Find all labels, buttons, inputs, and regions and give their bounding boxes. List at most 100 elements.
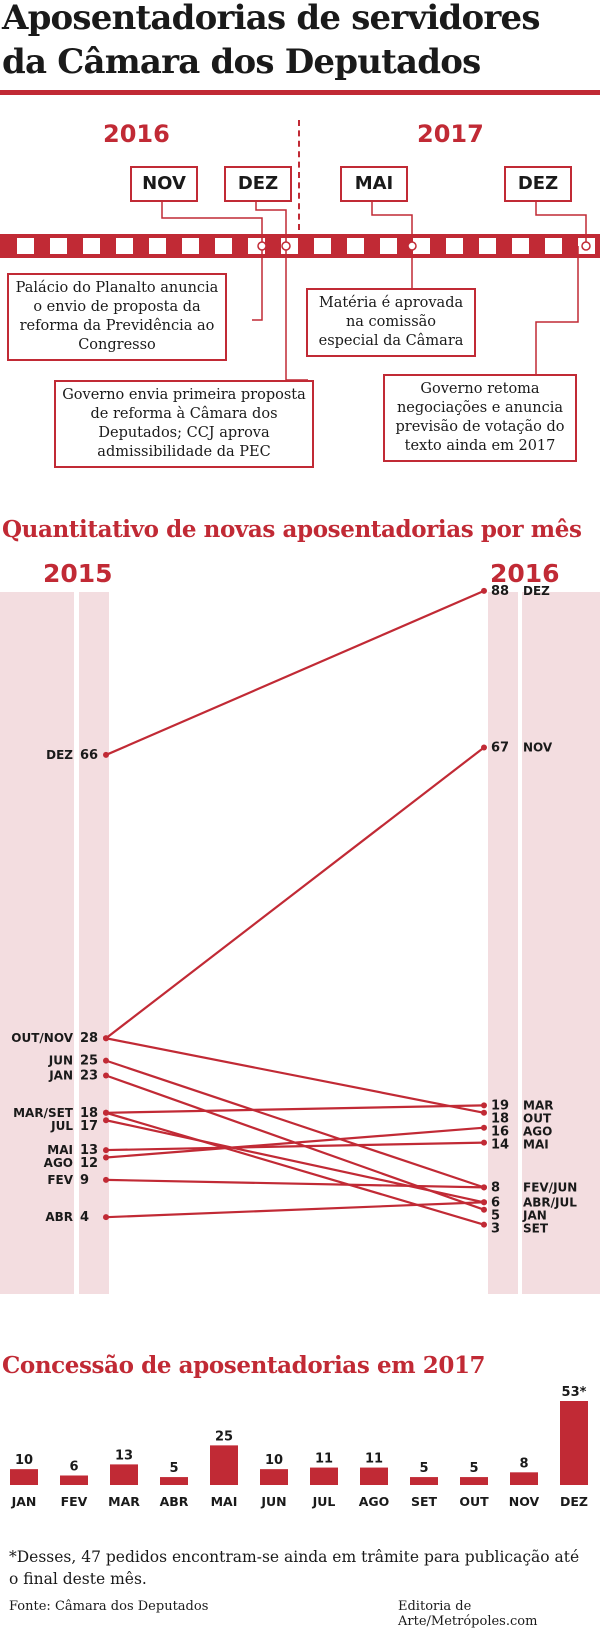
bar-category-label: ABR [160,1494,189,1509]
timeline-bar-stripe [380,238,397,254]
timeline-year-2017: 2017 [417,120,484,148]
bar-category-label: JUN [260,1494,286,1509]
slope-point-2015-jan [103,1072,109,1079]
timeline-bar-stripe [446,238,463,254]
timeline-bar-stripe [314,238,331,254]
bar-fev [60,1475,88,1485]
event-governo-retoma: Governo retoma negociações e anuncia pre… [383,374,577,462]
bar-jan [10,1469,38,1485]
bar-jun [260,1469,288,1485]
bar-category-label: JUL [312,1494,336,1509]
bar-set [410,1477,438,1485]
slope-point-2016-ago [481,1124,487,1131]
connector-dez-2017 [535,202,587,246]
slope-right-value-label: 88 [491,584,509,599]
title-rule [0,90,600,95]
slope-band-left-labels [0,592,74,1294]
bar-mai [210,1445,238,1485]
slope-left-value-label: 23 [80,1069,98,1084]
slope-line-ago [105,1126,485,1159]
bar-dez [560,1401,588,1485]
connector-mai [371,202,413,288]
slope-left-month-label: JUL [50,1119,73,1133]
slope-left-month-label: FEV [47,1173,73,1187]
slope-point-2015-set [103,1109,109,1116]
bar-category-label: SET [411,1494,438,1509]
slope-right-month-label: JAN [522,1208,547,1222]
bar-abr [160,1477,188,1485]
slope-x-label-right: 2016 [490,559,560,588]
slope-point-2015-ago [103,1154,109,1161]
month-box-mai-2017: MAI [340,166,408,202]
slope-left-month-label: MAI [47,1143,73,1157]
bar-value-label: 10 [15,1453,33,1468]
bar-jul [310,1467,338,1485]
timeline-dot-nov [257,241,267,251]
slope-right-value-label: 3 [491,1221,500,1236]
slope-line-abr [105,1201,485,1219]
slope-point-2015-dez [103,751,109,758]
timeline-bar-stripe [149,238,166,254]
slope-left-month-label: AGO [44,1156,73,1170]
slope-line-fev [105,1178,485,1189]
slope-point-2015-jul [103,1117,109,1124]
bar-ago [360,1467,388,1485]
bar-category-label: NOV [509,1494,540,1509]
bar-category-label: OUT [459,1494,489,1509]
slope-right-month-label: AGO [523,1124,552,1138]
bar-out [460,1477,488,1485]
timeline-dot-mai [407,241,417,251]
slope-right-value-label: 5 [491,1208,500,1223]
slope-line-jun [105,1059,485,1189]
timeline-bar-stripe [545,238,562,254]
timeline-bar-stripe [512,238,529,254]
slope-point-2016-dez [481,587,487,594]
slope-right-month-label: FEV/JUN [523,1180,577,1194]
slope-point-2015-fev [103,1176,109,1183]
slope-point-2016-set [481,1221,487,1228]
bar-value-label: 11 [315,1452,333,1467]
bar-nov [510,1472,538,1485]
slope-left-month-label: OUT/NOV [11,1031,73,1045]
slope-right-month-label: MAR [523,1098,553,1112]
bar-value-label: 5 [469,1461,478,1476]
timeline-bar-stripe [83,238,100,254]
bar-category-label: DEZ [560,1494,588,1509]
slope-right-value-label: 6 [491,1195,500,1210]
timeline-bar-stripe [347,238,364,254]
slope-line-jul [105,1119,485,1204]
slope-left-value-label: 17 [80,1119,98,1134]
bar-category-label: MAR [108,1494,140,1509]
connector-dez-2017-lower [535,246,579,374]
bar-category-label: MAI [211,1494,238,1509]
slope-left-value-label: 18 [80,1106,98,1121]
slope-left-value-label: 66 [80,748,98,763]
slope-left-value-label: 12 [80,1156,98,1171]
event-planalto: Palácio do Planalto anuncia o envio de p… [7,273,227,361]
slope-right-value-label: 16 [491,1124,509,1139]
slope-point-2015-mai [103,1147,109,1154]
slope-line-out [105,1037,485,1114]
slope-left-value-label: 28 [80,1031,98,1046]
source-note: Fonte: Câmara dos Deputados [9,1599,209,1614]
slope-line-mar [105,1104,485,1114]
slope-band-left-values [79,592,109,1294]
bar-value-label: 6 [69,1459,78,1474]
slope-right-month-label: OUT [523,1111,552,1125]
connector-dez-2016 [255,202,308,381]
bar-chart: 10 JAN 6 FEV 13 MAR 5 ABR 25 MAI 10 JUN 11 JUL 11 AGO 5 S… [10,1385,588,1509]
timeline-bar-stripe [182,238,199,254]
slope-line-set [105,1111,485,1226]
slope-left-value-label: 13 [80,1143,98,1158]
slope-point-2016-nov [481,744,487,751]
slope-line-dez [105,589,485,756]
slope-point-2015-jun [103,1057,109,1064]
bar-value-label: 8 [519,1456,528,1471]
slope-left-value-label: 4 [80,1210,89,1225]
slope-right-value-label: 67 [491,740,509,755]
timeline-dots [257,241,591,251]
slope-point-2016-mar [481,1102,487,1109]
bar-chart-title: Concessão de aposentadorias em 2017 [2,1352,486,1379]
slope-left-value-label: 25 [80,1054,98,1069]
